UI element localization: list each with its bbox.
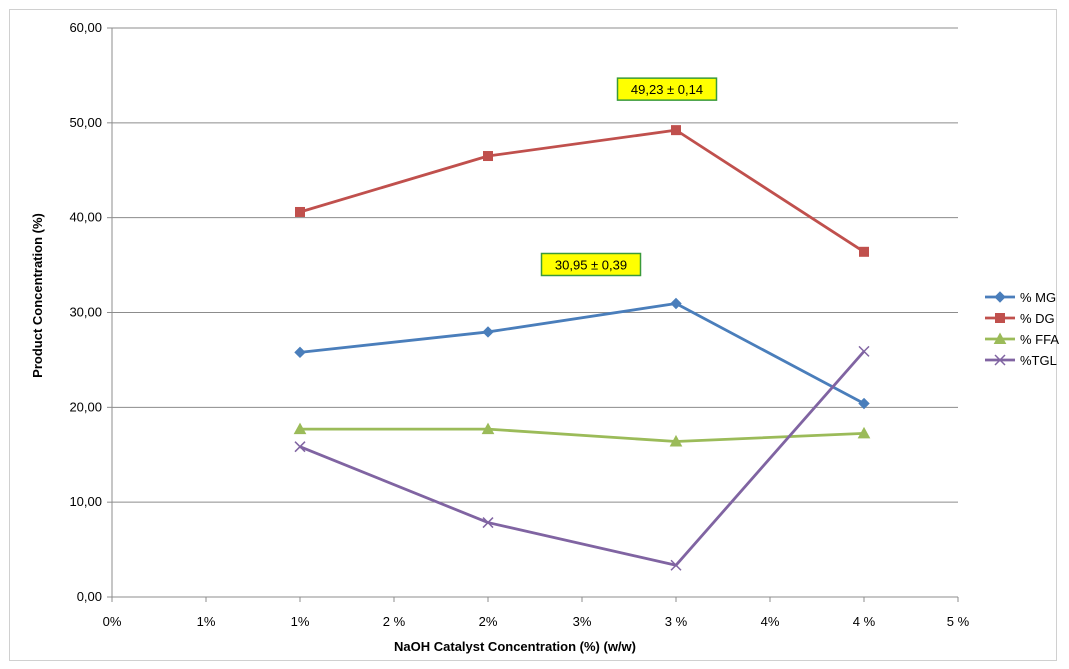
annotation-box [540, 252, 642, 277]
x-tick-label: 5 % [947, 614, 970, 629]
x-tick-label: 1% [197, 614, 216, 629]
data-point [671, 125, 681, 136]
legend: % MG % DG % FFA %TGL [985, 290, 1059, 368]
data-point [994, 291, 1006, 303]
axes: 0,00 10,00 20,00 30,00 40,00 50,00 60,00 0% 1% 1%… [69, 20, 969, 629]
data-point [993, 332, 1007, 344]
y-tick-label: 0,00 [77, 589, 102, 604]
data-point [669, 434, 683, 447]
x-tick-label: 3 % [665, 614, 688, 629]
annotations: 49,23 ± 0,14 30,95 ± 0,39 [540, 77, 718, 277]
data-point [483, 151, 493, 162]
y-tick-label: 20,00 [69, 399, 102, 414]
data-point [293, 422, 307, 435]
x-tick-label: 1% [291, 614, 310, 629]
series-line [299, 302, 865, 405]
data-point [481, 422, 495, 435]
y-tick-label: 10,00 [69, 494, 102, 509]
data-point [482, 326, 494, 338]
y-tick-label: 60,00 [69, 20, 102, 35]
series-line [299, 350, 866, 567]
data-point [294, 346, 306, 359]
data-point-stroke [858, 345, 870, 357]
data-point [994, 354, 1006, 366]
legend-label: % MG [1020, 290, 1056, 305]
data-point [857, 426, 871, 439]
y-tick-label: 50,00 [69, 115, 102, 130]
legend-label: % DG [1020, 311, 1055, 326]
data-point [858, 397, 870, 410]
data-point [670, 297, 682, 310]
legend-label: % FFA [1020, 332, 1059, 347]
data-point [295, 206, 305, 217]
annotation-label: 30,95 ± 0,39 [555, 257, 627, 272]
x-tick-label: 0% [103, 614, 122, 629]
series-line [299, 128, 865, 253]
data-point [482, 517, 494, 529]
legend-label: %TGL [1020, 353, 1057, 368]
y-tick-label: 40,00 [69, 210, 102, 225]
data-point [294, 441, 306, 453]
data-point [995, 313, 1005, 323]
annotation-box [616, 77, 718, 101]
data-point [858, 345, 870, 357]
x-tick-label: 2% [479, 614, 498, 629]
data-point-stroke [482, 517, 494, 529]
series-lines [293, 125, 871, 571]
y-axis-title: Product Concentration (%) [30, 213, 45, 378]
chart-frame [9, 9, 1057, 661]
grid-lines [112, 27, 958, 503]
data-point [859, 246, 869, 257]
x-axis-title: NaOH Catalyst Concentration (%) (w/w) [394, 639, 636, 654]
x-tick-label: 2 % [383, 614, 406, 629]
series-line [300, 427, 865, 443]
x-tick-label: 4% [761, 614, 780, 629]
x-tick-label: 4 % [853, 614, 876, 629]
annotation-label: 49,23 ± 0,14 [631, 82, 703, 97]
data-point-stroke [994, 354, 1006, 366]
y-tick-label: 30,00 [69, 305, 102, 320]
data-point-stroke [294, 441, 306, 453]
data-point [670, 559, 682, 571]
x-tick-label: 3% [573, 614, 592, 629]
data-point-stroke [670, 559, 682, 571]
